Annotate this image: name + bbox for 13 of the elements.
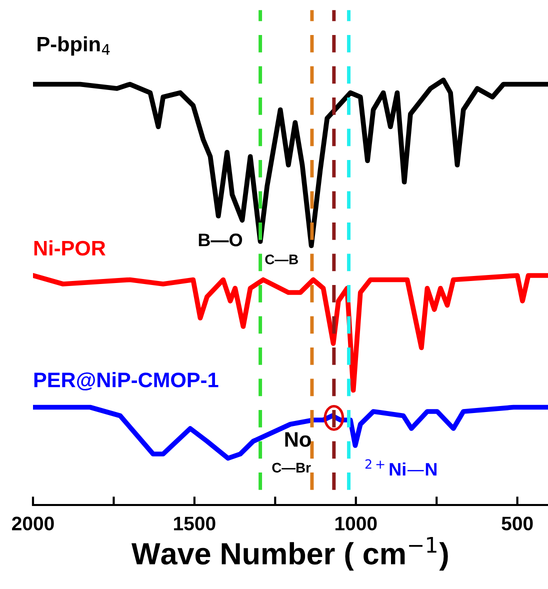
x-tick-label: 500	[502, 516, 533, 530]
annotation: C—Br	[272, 462, 311, 473]
series-label: PER@NiP-CMOP-1	[34, 372, 218, 390]
annotation: $^{2+}$Ni—N	[365, 459, 436, 476]
x-tick-label: 1000	[335, 516, 377, 530]
x-axis-title: Wave Number ( cm$^{−1}$)	[131, 537, 448, 571]
series-label: P-bpin$_{4}$	[38, 36, 110, 56]
series-label: Ni-POR	[34, 240, 106, 256]
annotation: B—O	[198, 234, 242, 246]
annotation: No	[285, 432, 311, 447]
x-tick-label: 1500	[174, 516, 216, 530]
annotation: C—B	[265, 254, 298, 264]
x-tick-label: 2000	[12, 516, 54, 530]
